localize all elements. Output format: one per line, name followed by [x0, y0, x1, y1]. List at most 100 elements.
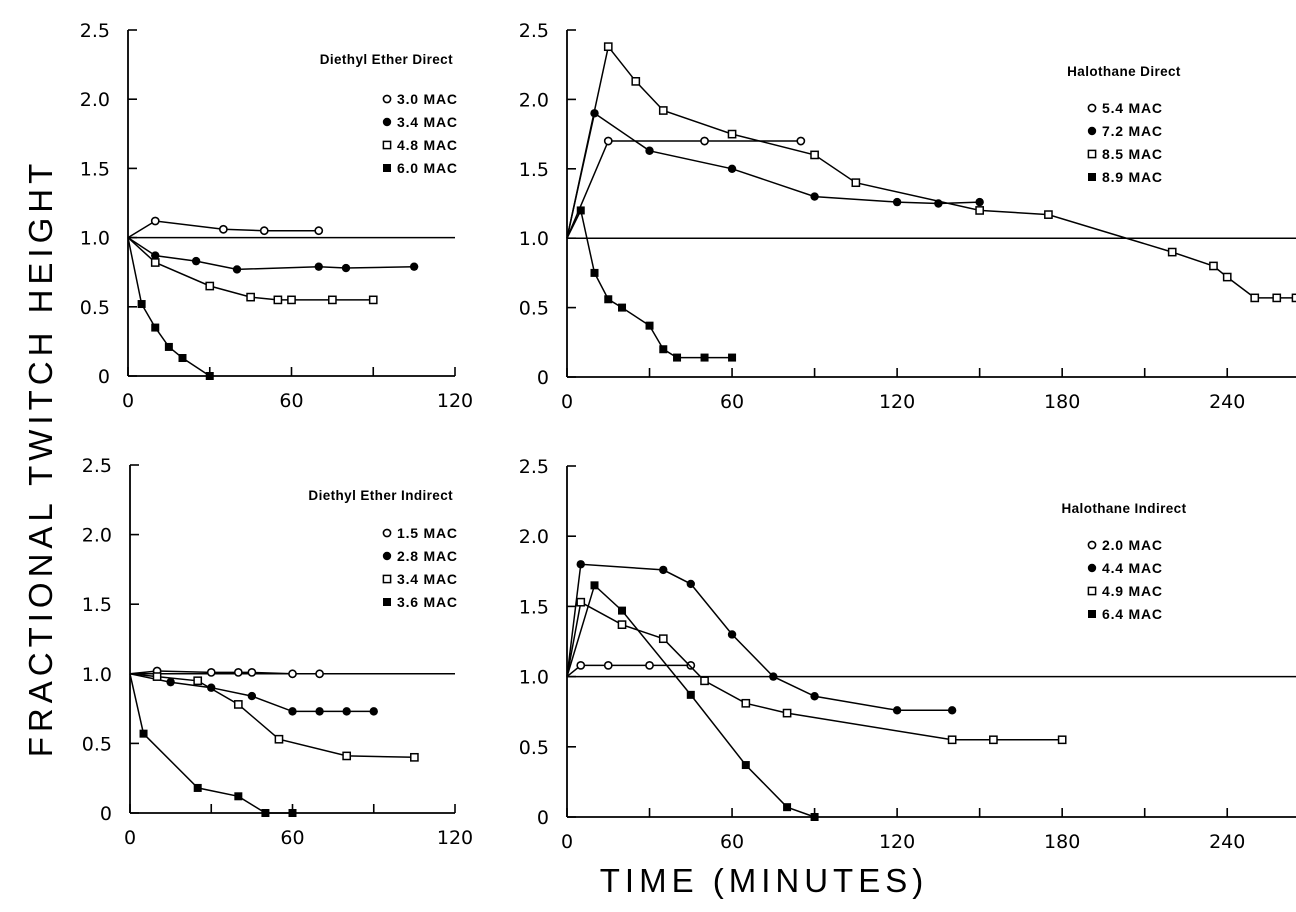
y-tick-label: 0	[100, 803, 112, 825]
data-point	[686, 690, 695, 699]
y-tick-label: 1.0	[82, 664, 112, 686]
data-point	[247, 691, 257, 701]
data-point	[287, 295, 296, 305]
series-4-9-mac	[566, 597, 1067, 745]
data-point	[810, 192, 819, 201]
legend-marker	[1087, 563, 1097, 573]
data-point	[604, 295, 613, 304]
data-point	[151, 251, 160, 260]
series-5-4-mac	[566, 136, 806, 239]
data-point	[152, 672, 162, 681]
data-point	[603, 660, 613, 670]
legend-label: 5.4 MAC	[1102, 100, 1163, 116]
legend-marker	[1088, 173, 1096, 181]
x-axis-label: TIME (MINUTES)	[600, 862, 928, 899]
series-8-9-mac	[566, 206, 737, 362]
data-point	[178, 354, 187, 363]
data-point	[659, 345, 668, 354]
x-tick-label: 240	[1209, 391, 1245, 413]
data-point	[810, 813, 819, 821]
data-point	[139, 729, 148, 738]
data-point	[328, 295, 337, 305]
data-point	[700, 353, 709, 362]
data-point	[246, 292, 255, 302]
x-tick-label: 60	[280, 827, 304, 849]
legend-label: 3.6 MAC	[397, 594, 458, 610]
data-point	[728, 353, 737, 362]
data-point	[1272, 293, 1282, 303]
data-point	[1209, 261, 1218, 271]
chart-title: Diethyl Ether Indirect	[308, 488, 453, 503]
x-tick-label: 120	[879, 391, 915, 413]
data-point	[975, 197, 984, 207]
data-point	[410, 752, 419, 762]
data-point	[233, 668, 243, 677]
y-tick-label: 2.5	[519, 20, 549, 42]
data-point	[205, 372, 214, 380]
data-point	[218, 224, 228, 234]
chart-title: Halothane Indirect	[1062, 501, 1187, 516]
data-point	[892, 706, 902, 715]
y-tick-label: 0.5	[82, 733, 112, 755]
data-point	[851, 178, 861, 188]
series-3-0-mac	[127, 216, 324, 239]
legend-marker	[382, 551, 392, 561]
data-point	[727, 129, 737, 139]
y-tick-label: 1.5	[519, 596, 549, 618]
y-tick-label: 2.0	[519, 89, 549, 111]
y-tick-label: 2.5	[82, 455, 112, 477]
data-point	[769, 672, 778, 681]
data-point	[645, 146, 654, 155]
series-3-4-mac	[127, 236, 419, 274]
legend: 3.0 MAC 3.4 MAC 4.8 MAC 6.0 MAC	[382, 91, 457, 176]
data-point	[741, 698, 751, 708]
series-line	[127, 236, 415, 271]
series-2-8-mac	[129, 673, 378, 716]
legend-marker	[1087, 540, 1097, 550]
data-point	[727, 164, 737, 173]
data-point	[369, 707, 378, 716]
data-point	[947, 706, 957, 715]
chart-panel-3: 0 0.5 1.0 1.5 2.0 2.5 0 60 120 Diethyl Ether Indi…	[82, 455, 473, 849]
series-line	[566, 112, 980, 239]
legend-label: 6.4 MAC	[1102, 606, 1163, 622]
data-point	[810, 150, 819, 160]
series-line	[129, 673, 415, 759]
data-point	[234, 792, 243, 801]
series-3-6-mac	[129, 673, 297, 817]
series-6-4-mac	[566, 581, 819, 821]
data-point	[617, 620, 627, 630]
x-tick-label: 0	[122, 390, 134, 412]
y-axis-label: FRACTIONAL TWITCH HEIGHT	[22, 159, 59, 758]
data-point	[247, 668, 257, 677]
chart-panel-2: 0 0.5 1.0 1.5 2.0 2.5 0 60 120 180 240 Halothane Di…	[519, 20, 1296, 413]
data-point	[206, 668, 216, 677]
x-tick-label: 60	[279, 390, 303, 412]
y-tick-label: 0	[98, 366, 110, 388]
y-tick-label: 1.0	[519, 228, 549, 250]
series-line	[566, 140, 801, 239]
data-point	[892, 197, 902, 207]
data-point	[342, 707, 351, 716]
data-point	[576, 597, 586, 607]
data-point	[1222, 272, 1232, 282]
y-tick-label: 1.0	[80, 228, 110, 250]
legend-label: 7.2 MAC	[1102, 123, 1163, 139]
y-tick-label: 2.0	[82, 525, 112, 547]
data-point	[947, 735, 957, 745]
legend-label: 2.8 MAC	[397, 548, 458, 564]
series-2-0-mac	[566, 660, 696, 678]
data-point	[700, 676, 709, 686]
series-4-8-mac	[127, 237, 378, 305]
data-point	[341, 263, 351, 273]
data-point	[1291, 293, 1296, 303]
data-point	[576, 560, 585, 569]
y-tick-label: 2.5	[80, 20, 110, 42]
x-tick-label: 120	[879, 831, 915, 853]
series-line	[566, 208, 733, 359]
data-point	[261, 809, 270, 817]
data-point	[796, 136, 806, 146]
legend-marker	[382, 94, 392, 104]
y-tick-label: 2.0	[80, 89, 110, 111]
